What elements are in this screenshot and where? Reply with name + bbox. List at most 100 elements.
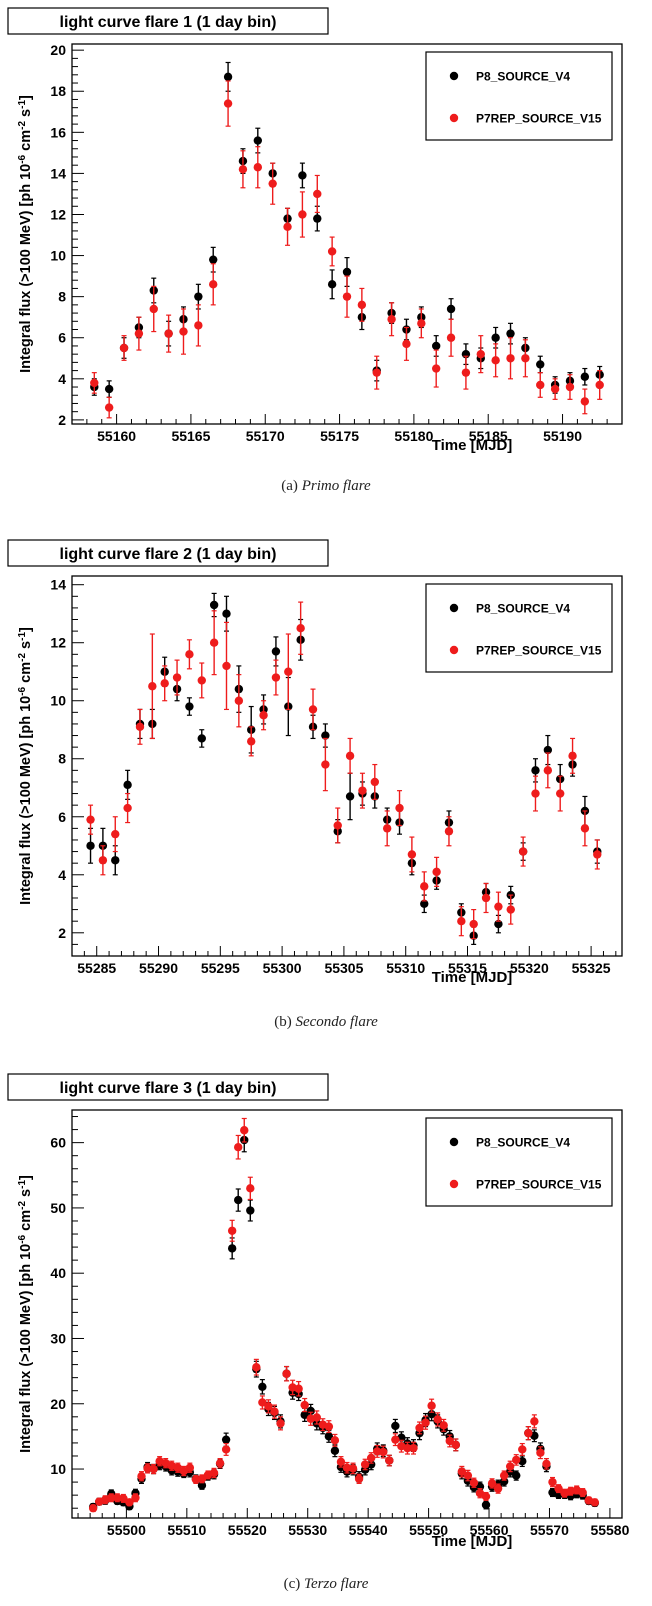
data-marker [327, 247, 337, 256]
data-point [407, 836, 417, 873]
data-marker [137, 1472, 146, 1481]
data-point [580, 367, 590, 386]
data-marker [531, 789, 540, 798]
y-tick-label: 8 [58, 751, 66, 767]
data-point [433, 1412, 442, 1427]
data-marker [123, 803, 132, 813]
x-tick-label: 55285 [77, 960, 116, 976]
data-marker [296, 624, 305, 633]
data-point [104, 380, 114, 398]
data-point [197, 729, 206, 748]
data-point [491, 343, 500, 378]
data-marker [543, 766, 553, 775]
data-marker [476, 349, 485, 359]
data-marker [300, 1400, 309, 1410]
data-marker [172, 673, 182, 682]
data-marker [131, 1493, 140, 1502]
x-tick-label: 55290 [139, 960, 178, 976]
data-point [354, 1473, 364, 1485]
data-marker [469, 1478, 479, 1487]
data-point [481, 882, 491, 914]
data-point [379, 1445, 388, 1459]
data-point [119, 1493, 128, 1503]
data-marker [234, 696, 244, 705]
chart-title: light curve flare 1 (1 day bin) [60, 14, 277, 31]
data-point [327, 269, 337, 300]
chart-title-box [7, 7, 329, 35]
data-marker [185, 650, 194, 659]
legend-box [425, 1117, 613, 1207]
caption-1: (a) Primo flare [0, 478, 652, 495]
data-marker [431, 364, 441, 373]
data-point [185, 639, 194, 670]
data-marker [223, 99, 233, 108]
data-marker [531, 766, 540, 775]
data-marker [312, 1413, 321, 1422]
y-tick-label: 6 [58, 809, 66, 825]
data-marker [444, 827, 454, 836]
data-marker [421, 1418, 430, 1427]
data-marker [185, 1463, 195, 1472]
data-marker [258, 1398, 267, 1407]
data-marker [481, 1492, 491, 1501]
data-marker [258, 1382, 267, 1391]
x-tick-label: 55570 [530, 1522, 569, 1538]
data-marker [431, 341, 441, 351]
data-point [298, 191, 307, 238]
data-point [366, 1452, 376, 1464]
data-point [223, 80, 233, 127]
data-marker [300, 1410, 309, 1420]
x-tick-label: 55190 [543, 428, 582, 444]
data-marker [240, 1126, 249, 1135]
data-point [345, 737, 355, 774]
data-marker [391, 1435, 400, 1444]
data-point [444, 816, 454, 847]
data-point [264, 1399, 273, 1414]
x-tick-label: 55185 [469, 428, 508, 444]
data-marker [543, 745, 553, 755]
data-marker [427, 1401, 436, 1410]
data-marker [134, 329, 144, 338]
data-point [321, 737, 330, 792]
data-point [308, 688, 318, 731]
data-marker [276, 1419, 285, 1428]
data-marker [420, 899, 429, 908]
data-point [221, 1442, 231, 1456]
data-marker [348, 1464, 358, 1473]
data-marker [391, 1421, 400, 1431]
data-marker [164, 329, 173, 338]
data-marker [333, 821, 342, 830]
legend-label: P7REP_SOURCE_V15 [476, 1178, 602, 1192]
data-point [222, 621, 231, 711]
data-point [327, 236, 337, 267]
data-point [98, 845, 108, 876]
data-marker [536, 380, 545, 390]
data-point [536, 1446, 545, 1460]
data-marker [407, 850, 417, 859]
data-point [357, 287, 367, 322]
data-marker [506, 905, 515, 914]
data-marker [491, 333, 500, 342]
data-marker [415, 1423, 424, 1433]
data-marker [521, 354, 530, 363]
data-marker [313, 189, 322, 199]
y-tick-label: 6 [58, 330, 66, 346]
data-point [578, 1488, 587, 1498]
data-point [403, 1441, 412, 1455]
data-marker [238, 165, 248, 174]
data-point [518, 836, 528, 867]
data-marker [330, 1436, 340, 1445]
data-marker [358, 786, 367, 795]
y-tick-label: 2 [58, 412, 66, 428]
data-marker [595, 380, 604, 390]
data-marker [568, 751, 577, 761]
data-marker [313, 214, 322, 223]
x-tick-label: 55315 [448, 960, 487, 976]
data-point [420, 894, 429, 914]
data-marker [194, 292, 203, 301]
chart-title-box [7, 1073, 329, 1101]
data-point [518, 1442, 527, 1456]
y-tick-label: 60 [50, 1135, 66, 1151]
x-tick-label: 55520 [228, 1522, 267, 1538]
data-marker [385, 1456, 394, 1465]
